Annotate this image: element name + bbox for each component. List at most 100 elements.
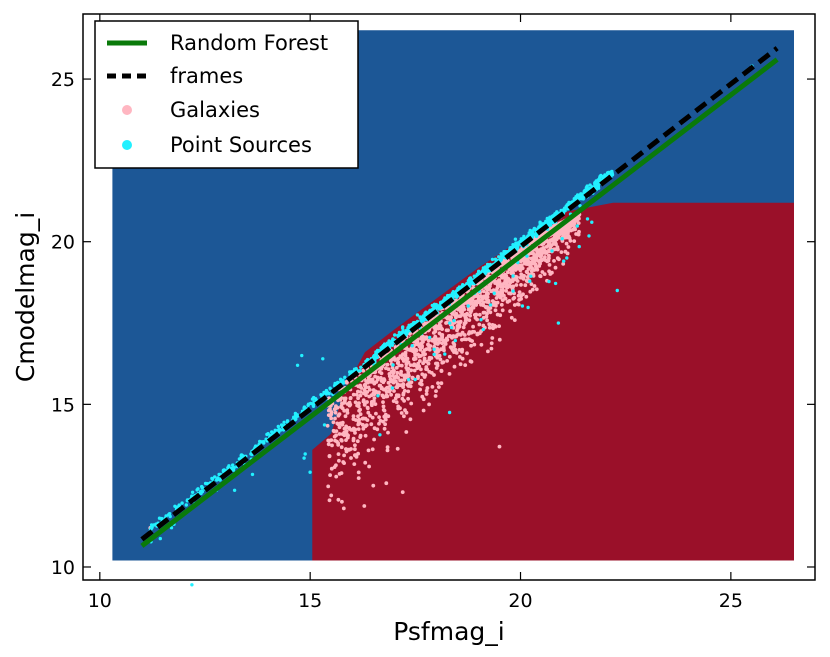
x-axis-label: Psfmag_i <box>393 617 504 646</box>
galaxy-point <box>358 412 363 417</box>
galaxy-point <box>422 356 427 361</box>
galaxy-point <box>498 283 503 287</box>
point-source-point <box>343 375 347 379</box>
galaxy-point <box>381 400 385 404</box>
region-galaxies <box>312 202 794 561</box>
galaxy-point <box>468 359 473 364</box>
galaxy-point <box>555 245 560 250</box>
galaxy-point <box>398 383 402 388</box>
galaxy-point <box>358 384 362 389</box>
y-tick-label: 15 <box>51 394 75 416</box>
point-source-point <box>593 182 597 186</box>
galaxy-point <box>343 399 347 403</box>
galaxy-point <box>460 356 465 361</box>
point-source-point <box>447 410 452 415</box>
galaxy-point <box>330 443 334 448</box>
galaxy-point <box>388 358 393 363</box>
galaxy-point <box>486 274 491 278</box>
galaxy-point <box>396 404 401 409</box>
galaxy-point <box>384 386 389 391</box>
galaxy-point <box>508 291 513 296</box>
galaxy-point <box>504 259 509 263</box>
galaxy-point <box>444 321 448 325</box>
galaxy-point <box>385 448 390 453</box>
galaxy-point <box>444 328 449 333</box>
galaxy-point <box>506 270 510 275</box>
galaxy-point <box>547 253 551 258</box>
point-source-point <box>520 304 525 308</box>
galaxy-point <box>529 282 534 286</box>
point-source-point <box>295 413 299 417</box>
point-source-point <box>306 403 310 407</box>
galaxy-point <box>495 280 500 284</box>
galaxy-point <box>446 334 451 338</box>
point-source-point <box>190 583 194 587</box>
galaxy-point <box>445 359 449 363</box>
model-lines <box>140 46 779 548</box>
point-source-point <box>525 254 529 258</box>
galaxy-point <box>418 354 423 358</box>
point-source-point <box>260 440 264 444</box>
galaxy-point <box>470 305 474 310</box>
point-source-point <box>552 213 556 218</box>
galaxy-point <box>515 302 520 306</box>
galaxy-point <box>427 402 431 407</box>
galaxy-point <box>331 420 336 425</box>
galaxy-point <box>487 325 492 330</box>
galaxy-point <box>526 267 531 271</box>
point-source-point <box>303 452 307 456</box>
galaxy-point <box>519 263 524 267</box>
galaxy-point <box>361 391 366 396</box>
galaxy-point <box>382 426 387 431</box>
x-tick-label: 25 <box>719 590 743 612</box>
galaxy-point <box>547 263 552 267</box>
galaxy-point <box>380 393 385 398</box>
galaxy-point <box>420 345 424 350</box>
galaxy-point <box>561 262 566 266</box>
galaxy-point <box>487 286 491 291</box>
galaxy-point <box>337 472 342 476</box>
point-source-point <box>448 321 452 325</box>
galaxy-point <box>436 381 440 385</box>
galaxy-point <box>392 389 396 393</box>
galaxy-point <box>440 335 445 339</box>
galaxy-point <box>342 408 347 413</box>
galaxy-point <box>335 421 340 426</box>
point-source-point <box>266 432 270 436</box>
galaxy-point <box>562 227 567 232</box>
galaxy-point <box>563 249 568 254</box>
galaxy-point <box>361 398 366 403</box>
galaxy-point <box>373 402 378 406</box>
point-source-point <box>488 303 493 307</box>
galaxy-point <box>505 300 510 304</box>
galaxy-point <box>484 286 488 291</box>
galaxy-point <box>519 297 523 301</box>
galaxy-point <box>574 232 578 236</box>
galaxy-point <box>453 347 458 352</box>
galaxy-point <box>434 366 439 370</box>
point-source-point <box>237 457 242 461</box>
galaxy-point <box>498 295 503 300</box>
galaxy-point <box>539 252 544 257</box>
galaxy-point <box>402 414 406 419</box>
point-source-point <box>401 325 405 329</box>
point-source-point <box>502 252 506 257</box>
point-source-point <box>374 352 378 356</box>
point-source-point <box>405 332 409 336</box>
point-source-point <box>485 262 490 267</box>
point-source-point <box>588 183 592 187</box>
galaxy-point <box>534 287 539 292</box>
galaxy-point <box>468 313 472 318</box>
point-source-point <box>364 359 368 363</box>
galaxy-point <box>418 387 422 392</box>
galaxy-point <box>403 353 408 358</box>
galaxy-point <box>396 393 401 398</box>
galaxy-point <box>530 266 534 270</box>
galaxy-point <box>393 357 397 361</box>
galaxy-point <box>556 235 561 240</box>
galaxy-point <box>475 317 479 322</box>
galaxy-point <box>463 363 468 367</box>
x-tick-label: 15 <box>298 590 322 612</box>
galaxy-point <box>421 334 425 339</box>
point-source-point <box>466 304 470 308</box>
